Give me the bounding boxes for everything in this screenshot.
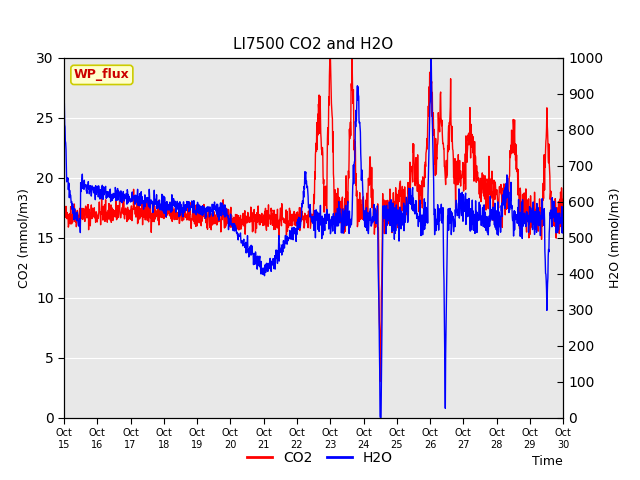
H2O [282,237,290,242]
Title: LI7500 CO2 and H2O: LI7500 CO2 and H2O [234,37,394,52]
X-axis label: Time: Time [532,455,563,468]
CO2 [282,207,290,213]
CO2 [376,379,384,384]
Line: H2O: H2O [64,58,563,418]
Y-axis label: CO2 (mmol/m3): CO2 (mmol/m3) [17,188,31,288]
Y-axis label: H2O (mmol/m3): H2O (mmol/m3) [609,187,621,288]
H2O [376,415,384,420]
H2O [99,192,106,197]
Line: CO2: CO2 [64,58,563,382]
H2O [559,230,567,236]
H2O [427,55,435,60]
CO2 [291,212,299,218]
H2O [344,218,352,224]
Legend: CO2, H2O: CO2, H2O [242,445,398,471]
H2O [119,194,127,200]
H2O [60,98,68,104]
CO2 [559,196,567,202]
CO2 [99,210,106,216]
CO2 [119,201,127,206]
CO2 [272,212,280,217]
Text: WP_flux: WP_flux [74,68,130,82]
CO2 [60,210,68,216]
H2O [272,256,280,262]
CO2 [344,168,352,174]
H2O [291,226,299,231]
CO2 [326,55,334,60]
